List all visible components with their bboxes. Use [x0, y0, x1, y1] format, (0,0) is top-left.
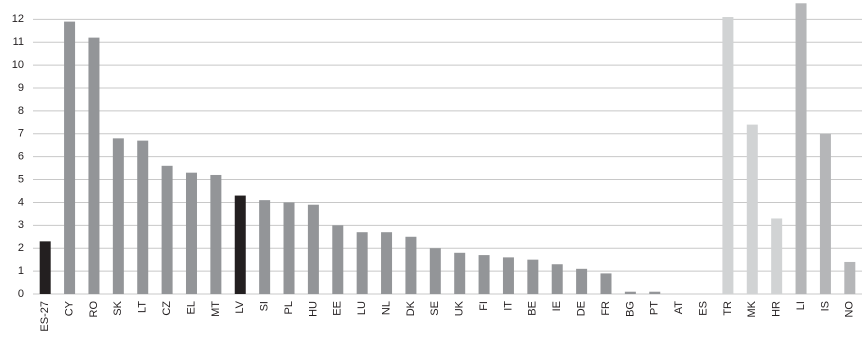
x-tick-label: PL: [283, 301, 295, 314]
bar: [600, 273, 612, 294]
x-tick-label: LI: [795, 301, 807, 310]
x-tick-label: LT: [137, 301, 149, 313]
x-tick-label: CY: [63, 300, 75, 316]
bar: [819, 133, 831, 294]
x-tick-label: NL: [380, 301, 392, 315]
bar: [405, 236, 417, 294]
y-tick-label: 6: [18, 151, 24, 163]
x-tick-label: ES: [697, 301, 709, 316]
y-tick-label: 4: [18, 196, 24, 208]
x-tick-label: UK: [454, 300, 466, 316]
bar: [356, 232, 368, 294]
bar: [210, 174, 222, 294]
bar: [88, 37, 100, 294]
x-tick-label: CZ: [161, 301, 173, 316]
y-tick-label: 5: [18, 173, 24, 185]
x-tick-label: LV: [234, 300, 246, 313]
x-tick-label: IT: [502, 301, 514, 311]
x-tick-label: LU: [356, 301, 368, 315]
bar: [527, 259, 539, 294]
x-tick-label: BE: [527, 301, 539, 316]
x-tick-label: EE: [332, 301, 344, 316]
x-tick-label: FR: [600, 301, 612, 316]
bar: [39, 241, 51, 294]
x-tick-label: EL: [185, 301, 197, 314]
x-tick-label: MK: [746, 300, 758, 317]
y-tick-label: 9: [18, 82, 24, 94]
bar: [771, 218, 783, 294]
bar: [502, 257, 514, 294]
bar: [454, 252, 466, 294]
x-tick-label: RO: [88, 301, 100, 318]
x-tick-label: SE: [429, 301, 441, 316]
x-tick-label: FI: [478, 301, 490, 311]
x-tick-label: PT: [649, 301, 661, 315]
bar: [624, 291, 636, 294]
y-tick-label: 8: [18, 105, 24, 117]
bar: [551, 264, 563, 294]
bar: [185, 172, 197, 294]
bar: [307, 204, 319, 294]
y-tick-label: 0: [18, 288, 24, 300]
y-tick-label: 1: [18, 265, 24, 277]
bar: [161, 165, 173, 294]
x-tick-label: ES-27: [39, 301, 51, 332]
bar: [429, 248, 441, 294]
x-tick-label: IS: [819, 301, 831, 311]
bar: [746, 124, 758, 294]
x-tick-label: TR: [722, 301, 734, 316]
bar: [112, 138, 124, 294]
bar: [283, 202, 295, 294]
x-tick-label: DE: [576, 301, 588, 316]
bar: [795, 3, 807, 294]
y-tick-label: 10: [12, 59, 24, 71]
bar: [234, 195, 246, 294]
x-tick-label: HU: [307, 301, 319, 317]
bar: [478, 255, 490, 294]
bar: [332, 225, 344, 294]
bar: [381, 232, 393, 294]
y-tick-label: 11: [13, 36, 24, 48]
x-tick-label: DK: [405, 300, 417, 316]
x-tick-label: BG: [624, 301, 636, 317]
x-tick-label: AT: [673, 301, 685, 315]
bar: [649, 291, 661, 294]
y-tick-label: 3: [18, 219, 24, 231]
bar: [722, 17, 734, 294]
x-tick-label: HR: [771, 301, 783, 317]
y-tick-label: 12: [12, 13, 24, 25]
x-tick-label: SI: [259, 301, 271, 311]
x-tick-label: NO: [844, 301, 856, 318]
bar: [576, 268, 588, 294]
y-tick-label: 2: [18, 242, 24, 254]
bar: [259, 200, 271, 294]
bar: [64, 21, 76, 294]
bar: [844, 261, 856, 294]
x-tick-label: IE: [551, 301, 563, 311]
y-tick-label: 7: [18, 128, 24, 140]
x-tick-label: SK: [112, 300, 124, 315]
x-tick-label: MT: [210, 301, 222, 317]
bar: [137, 140, 149, 294]
